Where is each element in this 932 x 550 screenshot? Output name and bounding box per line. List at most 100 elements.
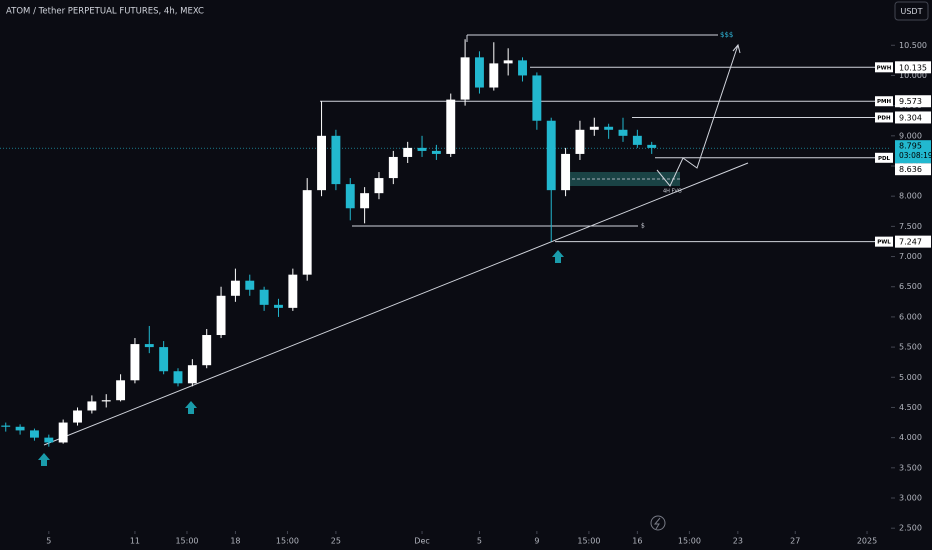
trendline [43, 162, 749, 446]
candle-body [388, 156, 398, 179]
candle-body [589, 126, 599, 130]
level-tag: PMH [877, 99, 892, 105]
replay-icon-bolt [653, 517, 661, 530]
currency-box[interactable] [894, 1, 929, 21]
candle-body [618, 129, 628, 136]
candle-body [216, 295, 226, 336]
x-tick-label: 9 [534, 537, 539, 546]
candle-body [632, 135, 642, 145]
candle-body [489, 63, 499, 88]
x-tick-label: 15:00 [276, 537, 299, 546]
y-tick-label: 5.000 [899, 373, 922, 382]
y-tick-label: 6.500 [899, 282, 922, 291]
candle-body [259, 289, 269, 305]
candle-body [302, 190, 312, 275]
level-price: 8.636 [899, 165, 922, 174]
candle-body [73, 410, 82, 423]
candle-body [87, 401, 97, 411]
candle-body [202, 335, 212, 366]
level-price: 10.135 [899, 63, 927, 72]
candle-body [245, 280, 255, 290]
candle-body [317, 135, 326, 191]
candle-body [101, 400, 111, 402]
candle-body [360, 193, 370, 209]
current-price-box [895, 140, 931, 164]
candle-body [546, 120, 556, 191]
candle-body [58, 422, 68, 443]
y-tick-label: 10.000 [899, 71, 927, 80]
fvg-label: 4H FVG [663, 189, 682, 195]
y-tick-label: 8.000 [899, 192, 922, 201]
y-tick-label: 6.000 [899, 312, 922, 321]
candle-body [1, 425, 11, 427]
candle-body [130, 344, 140, 381]
candle-body [15, 426, 25, 431]
candle-body [374, 178, 384, 194]
level-tag-box [875, 152, 893, 163]
x-tick-label: 27 [790, 537, 800, 546]
currency[interactable]: USDT [901, 7, 923, 16]
level-tag-box [875, 62, 893, 73]
x-tick-label: 15:00 [577, 537, 600, 546]
y-tick-label: 2.500 [899, 524, 922, 533]
x-tick-label: 15:00 [678, 537, 701, 546]
projection-arrowhead [732, 43, 741, 54]
y-tick-label: 9.000 [899, 131, 922, 140]
candle-body [116, 380, 126, 401]
plot-area: 2.500 3.000 3.500 4.000 4.500 5.000 5.500 6.000… [0, 31, 932, 546]
candle-body [604, 126, 614, 130]
x-tick-label: 23 [733, 537, 743, 546]
y-tick-label: 7.000 [899, 252, 922, 261]
current-price-label: 8.795 [899, 142, 922, 151]
x-tick-label: Dec [414, 537, 429, 546]
up-arrow [38, 453, 50, 466]
y-tick-label: 4.000 [899, 433, 922, 442]
candle-body [331, 135, 341, 185]
candle-body [30, 430, 39, 438]
candle-body [460, 57, 470, 100]
x-tick-label: 2025 [857, 537, 877, 546]
level-price-box [895, 111, 931, 124]
level-price: 7.247 [899, 238, 922, 247]
y-tick-label: 3.000 [899, 494, 922, 503]
candle-body [288, 274, 298, 308]
level-tag-box [875, 112, 893, 123]
y-tick-label: 4.500 [899, 403, 922, 412]
candle-body [647, 144, 657, 148]
level-price-box [895, 163, 931, 176]
candle-body [144, 344, 154, 348]
level-price: 9.304 [899, 113, 922, 122]
y-tick-label: 5.500 [899, 343, 922, 352]
x-tick-label: 11 [130, 537, 140, 546]
level-tag: PWH [877, 65, 892, 71]
level-tag-box [875, 96, 893, 107]
candle-body [173, 371, 183, 384]
x-tick-label: 16 [632, 537, 642, 546]
candle-body [561, 153, 571, 191]
x-tick-label: 25 [331, 537, 341, 546]
candle-body [274, 304, 283, 308]
up-arrow [185, 401, 197, 414]
liquidity-high-label: $$$ [720, 31, 733, 39]
candle-body [345, 184, 355, 209]
level-tag: PDL [878, 156, 891, 162]
y-tick-label: 10.500 [899, 41, 927, 50]
candle-body [44, 437, 54, 443]
candle-body [518, 60, 527, 76]
y-tick-label: 7.500 [899, 222, 922, 231]
x-tick-label: 5 [46, 537, 51, 546]
candle-body [417, 147, 427, 151]
level-price-box [895, 61, 931, 74]
candle-body [446, 99, 456, 154]
level-price: 9.573 [899, 97, 922, 106]
candle-body [187, 365, 197, 384]
replay-icon[interactable] [650, 515, 666, 531]
chart-title: ATOM / Tether PERPETUAL FUTURES, 4h, MEX… [6, 7, 204, 17]
y-tick-label: 3.500 [899, 463, 922, 472]
candle-body [230, 280, 240, 296]
candle-body [475, 57, 484, 88]
level-price-box [895, 235, 931, 248]
candle-body [503, 60, 513, 64]
level-tag: PDH [877, 115, 891, 121]
